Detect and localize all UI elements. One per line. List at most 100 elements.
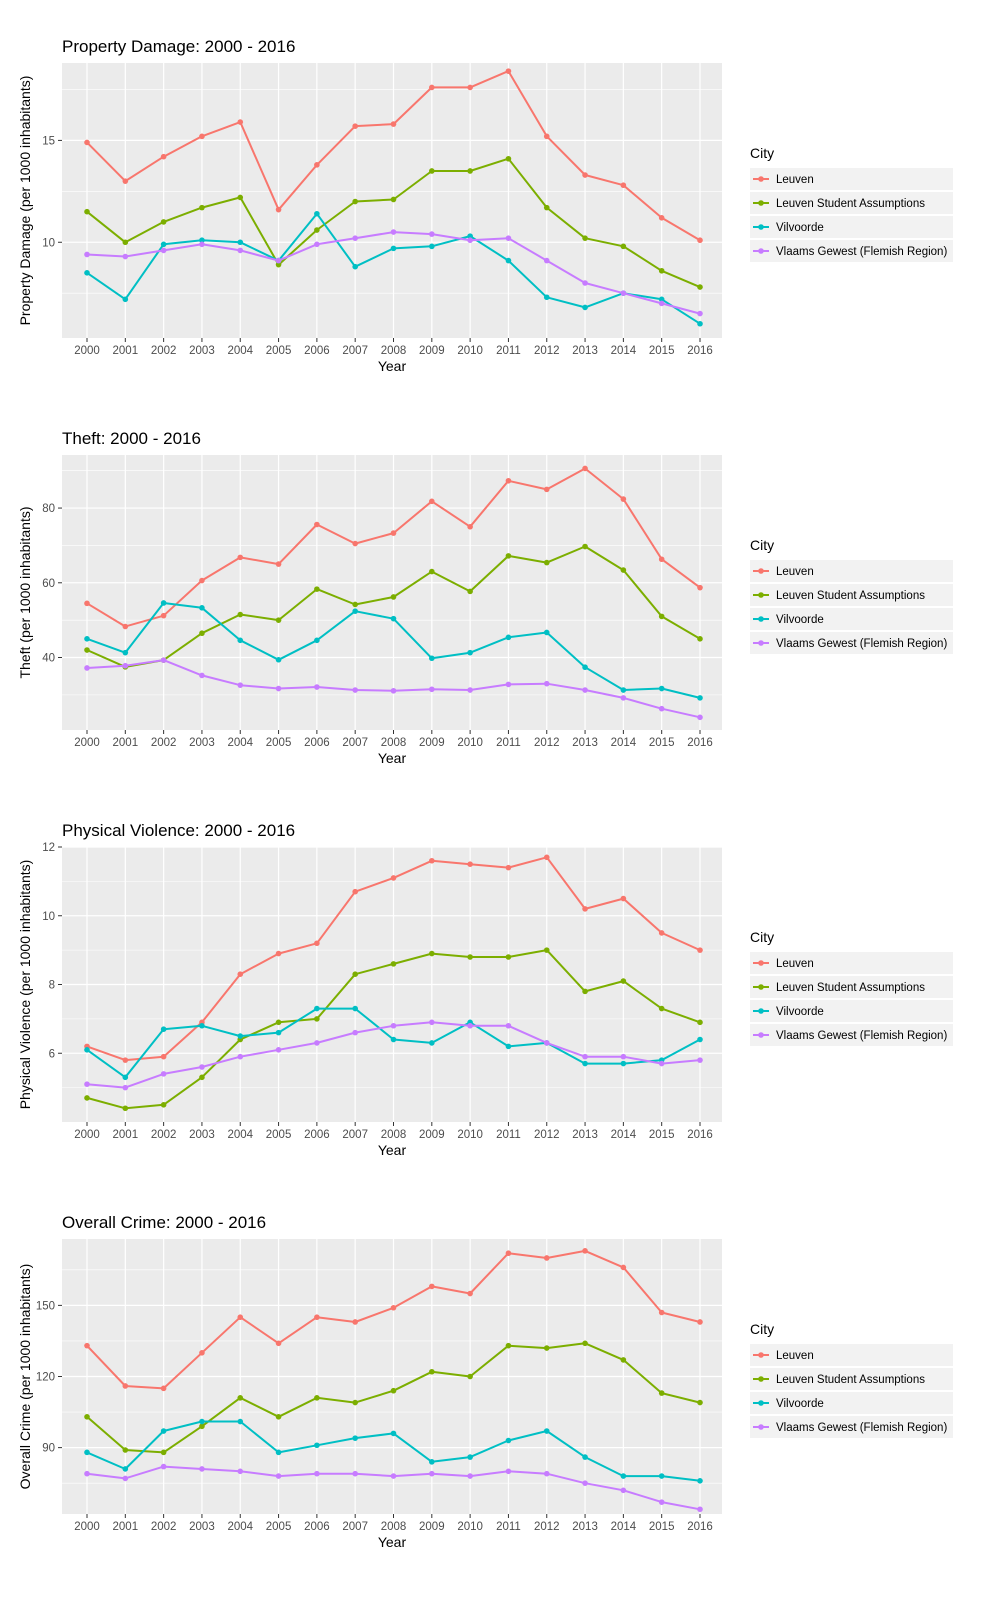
- data-point: [237, 119, 244, 125]
- chart-title: Overall Crime: 2000 - 2016: [62, 1213, 266, 1232]
- legend-label: Vlaams Gewest (Flemish Region): [776, 1422, 947, 1434]
- data-point: [582, 465, 588, 472]
- data-point: [275, 685, 282, 692]
- data-point: [390, 1036, 397, 1043]
- data-point: [122, 178, 129, 184]
- data-point: [582, 235, 588, 241]
- legend-title: City: [750, 145, 774, 161]
- data-point: [160, 1071, 167, 1077]
- data-point: [122, 296, 129, 303]
- x-tick-label: 2013: [572, 737, 598, 749]
- data-point: [275, 1473, 282, 1479]
- x-tick-label: 2014: [611, 345, 637, 357]
- data-point: [160, 153, 167, 160]
- data-point: [505, 477, 512, 484]
- data-point: [697, 947, 703, 953]
- data-point: [352, 888, 358, 895]
- data-point: [467, 954, 473, 960]
- legend-key-bg: [750, 952, 953, 974]
- x-tick-label: 2015: [649, 1129, 675, 1141]
- x-tick-label: 2004: [227, 345, 253, 357]
- legend-key-point: [758, 984, 764, 990]
- data-point: [122, 239, 129, 246]
- x-tick-label: 2007: [342, 1521, 368, 1533]
- data-point: [160, 1053, 167, 1060]
- x-tick-label: 2001: [113, 345, 139, 357]
- data-point: [543, 1255, 550, 1261]
- y-tick-label: 8: [49, 980, 55, 992]
- data-point: [658, 1499, 665, 1505]
- data-point: [429, 655, 435, 662]
- x-tick-label: 2003: [189, 1129, 215, 1141]
- data-point: [352, 1470, 358, 1477]
- data-point: [275, 257, 282, 264]
- legend-key-point: [758, 1376, 764, 1382]
- data-point: [275, 656, 282, 663]
- data-point: [237, 1395, 244, 1401]
- data-point: [543, 204, 550, 211]
- data-point: [505, 235, 512, 241]
- x-axis-title: Year: [378, 750, 407, 766]
- legend-key-bg: [750, 168, 953, 190]
- data-point: [658, 556, 665, 563]
- data-point: [314, 637, 320, 644]
- data-point: [160, 241, 167, 248]
- data-point: [314, 210, 320, 217]
- data-point: [505, 1043, 512, 1050]
- data-point: [505, 864, 512, 871]
- data-point: [122, 1447, 129, 1453]
- x-tick-label: 2000: [74, 345, 100, 357]
- data-point: [352, 263, 358, 270]
- y-tick-label: 120: [36, 1372, 55, 1384]
- data-point: [390, 594, 397, 600]
- data-point: [429, 950, 435, 957]
- data-point: [658, 1005, 665, 1012]
- x-tick-label: 2011: [496, 1129, 521, 1141]
- x-axis-title: Year: [378, 358, 407, 374]
- data-point: [237, 554, 244, 561]
- data-point: [697, 1478, 703, 1484]
- data-point: [543, 1040, 550, 1046]
- data-point: [582, 687, 588, 693]
- data-point: [314, 684, 320, 690]
- legend-key-point: [758, 224, 764, 230]
- x-tick-label: 2002: [151, 1521, 177, 1533]
- data-point: [429, 1040, 435, 1046]
- data-point: [505, 681, 512, 688]
- chart-2: Theft: 2000 - 2016 40 60 80 2000 2001 2002 2003…: [17, 429, 953, 766]
- legend-key-bg: [750, 608, 953, 630]
- chart-title: Theft: 2000 - 2016: [62, 429, 201, 448]
- data-point: [199, 1423, 205, 1430]
- legend-key-point: [758, 1032, 764, 1038]
- data-point: [314, 1005, 320, 1012]
- data-point: [543, 1428, 550, 1434]
- x-tick-label: 2001: [113, 1521, 139, 1533]
- data-point: [582, 172, 588, 178]
- data-point: [199, 237, 205, 244]
- legend-key-point: [758, 1352, 764, 1358]
- x-tick-label: 2015: [649, 737, 675, 749]
- legend-key-point: [758, 1008, 764, 1014]
- data-point: [429, 243, 435, 250]
- data-point: [352, 1399, 358, 1406]
- data-point: [390, 1430, 397, 1437]
- data-point: [467, 588, 473, 595]
- data-point: [314, 586, 320, 592]
- data-point: [390, 121, 397, 127]
- data-point: [352, 687, 358, 693]
- data-point: [275, 261, 282, 268]
- legend-title: City: [750, 929, 774, 945]
- data-point: [582, 1053, 588, 1060]
- data-point: [314, 1016, 320, 1022]
- data-point: [275, 1449, 282, 1456]
- data-point: [199, 630, 205, 637]
- y-tick-label: 40: [42, 653, 55, 665]
- data-point: [84, 1449, 90, 1456]
- data-point: [467, 1290, 473, 1297]
- data-point: [84, 1342, 90, 1349]
- x-tick-label: 2003: [189, 345, 215, 357]
- data-point: [122, 623, 129, 630]
- data-point: [275, 1414, 282, 1420]
- legend-key-bg: [750, 560, 953, 582]
- data-point: [467, 168, 473, 174]
